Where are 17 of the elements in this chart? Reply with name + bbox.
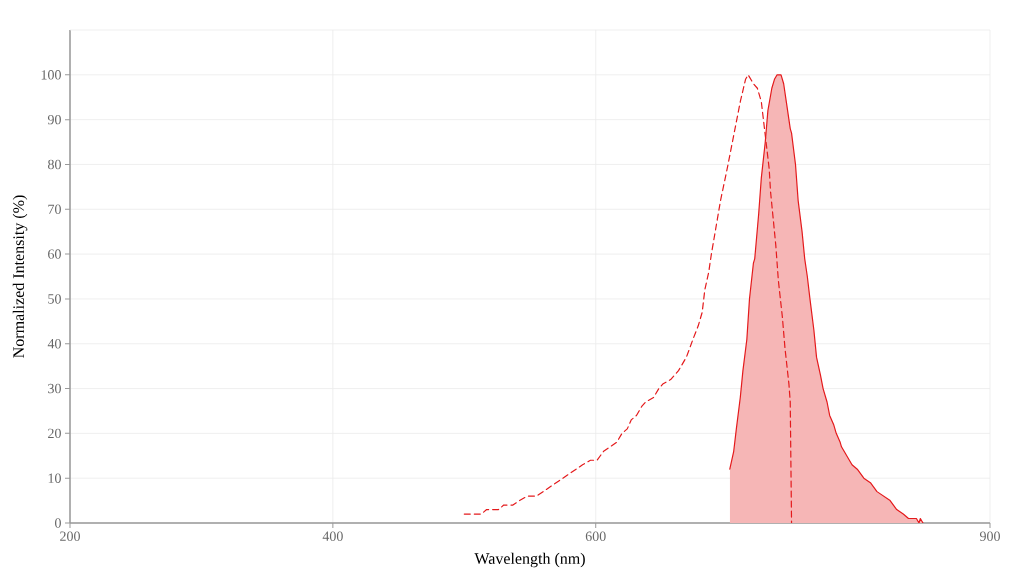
x-tick-label: 200 (60, 531, 80, 541)
y-tick-label: 0 (55, 518, 61, 528)
x-tick-label: 900 (979, 531, 1000, 541)
x-tick-label: 400 (322, 531, 343, 541)
y-tick-label: 90 (47, 114, 61, 125)
y-tick-label: 80 (48, 159, 61, 170)
y-tick-label: 30 (48, 383, 61, 394)
y-tick-label: 10 (48, 473, 61, 483)
y-tick-label: 20 (48, 428, 61, 439)
y-tick-label: 50 (48, 294, 61, 304)
y-tick-label: 40 (47, 339, 61, 349)
y-tick-label: 60 (48, 249, 61, 259)
y-tick-label: 100 (41, 70, 61, 80)
y-axis-title: Normalized Intensity (%) (12, 195, 28, 358)
y-tick-label: 70 (48, 204, 61, 214)
x-tick-label: 600 (585, 531, 606, 541)
x-axis-title: Wavelength (nm) (474, 552, 585, 568)
